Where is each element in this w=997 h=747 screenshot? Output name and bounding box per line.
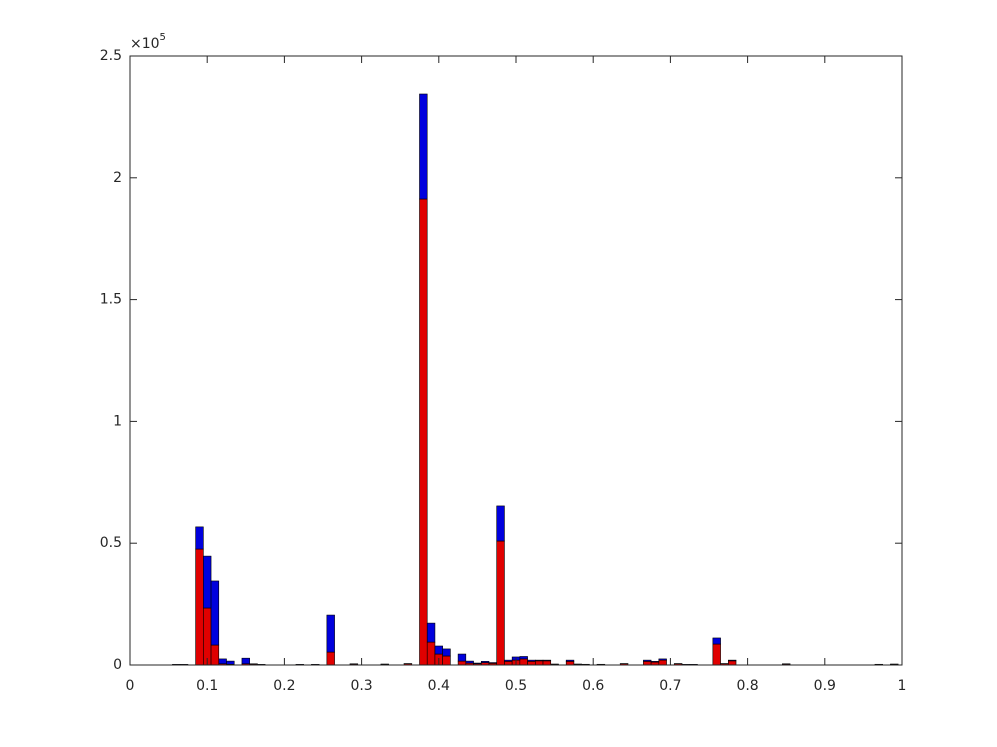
x-tick-label: 0 — [126, 678, 135, 694]
bar-segment — [643, 661, 652, 666]
bar-segment — [504, 659, 513, 662]
bar-segment — [496, 540, 505, 666]
bar-segment — [504, 661, 513, 666]
bar-segment — [457, 653, 467, 662]
bar-segment — [210, 644, 220, 666]
bar-segment — [473, 662, 482, 665]
y-tick-label: 1.5 — [100, 292, 122, 308]
y-multiplier-base: ×10 — [130, 36, 160, 52]
bar-segment — [650, 661, 660, 663]
bar-segment — [519, 658, 528, 666]
bar-segment — [326, 614, 335, 653]
bar-segment — [480, 661, 490, 663]
bar-segment — [565, 661, 575, 666]
bar-segment — [658, 658, 667, 661]
bar-segment — [419, 93, 428, 200]
bar-segment — [434, 645, 443, 655]
bar-segment — [488, 662, 498, 664]
bar-segment — [426, 641, 436, 666]
y-multiplier: ×105 — [130, 32, 166, 52]
bar-segment — [534, 659, 544, 662]
x-tick-label: 0.6 — [582, 678, 604, 694]
bar-segment — [527, 661, 536, 666]
bar-segment — [527, 659, 536, 662]
bar-segment — [210, 580, 220, 646]
x-tick-label: 0.4 — [428, 678, 450, 694]
bar-segment — [442, 648, 451, 657]
bar-segment — [519, 656, 528, 660]
y-multiplier-exponent: 5 — [160, 32, 166, 43]
y-tick-label: 2 — [113, 170, 122, 186]
bar-segment — [226, 660, 235, 665]
bar-segment — [241, 657, 250, 665]
bar-segment — [712, 637, 721, 645]
bar-segment — [712, 643, 721, 666]
y-tick-label: 1 — [113, 413, 122, 429]
bar-segment — [457, 660, 467, 666]
bar-segment — [465, 660, 474, 664]
bar-segment — [442, 655, 451, 666]
y-tick-label: 2.5 — [100, 48, 122, 64]
bar-segment — [643, 659, 652, 662]
y-tick-label: 0 — [113, 657, 122, 673]
x-tick-label: 1 — [898, 678, 907, 694]
bar-segment — [496, 505, 505, 542]
bar-segment — [203, 555, 212, 609]
bar-segment — [727, 659, 737, 662]
x-tick-label: 0.7 — [659, 678, 681, 694]
x-tick-label: 0.9 — [814, 678, 836, 694]
bar-segment — [565, 659, 575, 662]
x-tick-label: 0.1 — [196, 678, 218, 694]
y-tick-label: 0.5 — [100, 535, 122, 551]
x-tick-label: 0.2 — [273, 678, 295, 694]
bar-segment — [534, 660, 544, 666]
bar-segment — [658, 659, 667, 666]
x-tick-label: 0.5 — [505, 678, 527, 694]
bar-segment — [326, 651, 335, 666]
bar-segment — [542, 659, 552, 662]
bar-segment — [727, 660, 737, 666]
bar-segment — [426, 622, 436, 643]
x-tick-label: 0.3 — [350, 678, 372, 694]
bar-segment — [218, 658, 227, 665]
bar-segment — [195, 526, 204, 550]
x-tick-label: 0.8 — [736, 678, 758, 694]
bar-segment — [542, 660, 552, 666]
bar-segment — [195, 548, 204, 666]
bar-segment — [419, 198, 428, 666]
bar-segment — [203, 607, 212, 666]
